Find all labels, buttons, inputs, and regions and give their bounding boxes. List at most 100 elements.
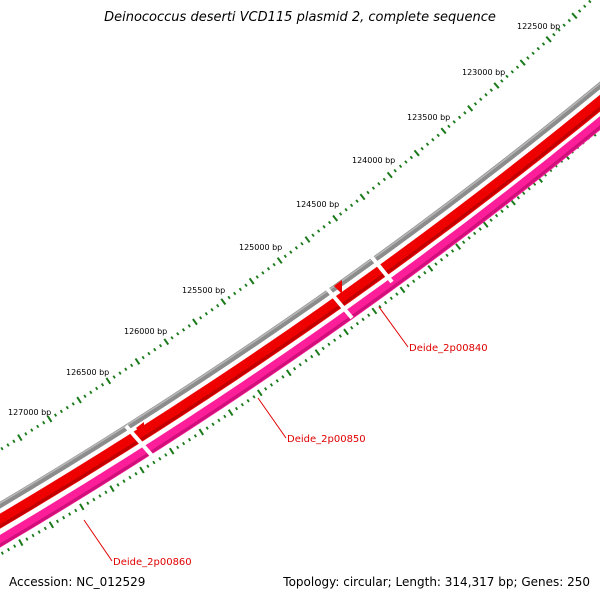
outer-scale-tick xyxy=(463,111,467,115)
outer-scale-tick xyxy=(398,164,403,169)
gene-arrow-tip-1 xyxy=(136,422,144,436)
inner-scale-tick xyxy=(310,354,314,359)
inner-scale-tick xyxy=(389,296,393,301)
inner-scale-tick xyxy=(395,292,399,296)
outer-scale-tick xyxy=(204,311,208,316)
inner-scale-tick xyxy=(343,328,349,336)
outer-scale-tick xyxy=(431,138,435,142)
inner-scale-tick xyxy=(31,533,35,538)
inner-scale-tick xyxy=(412,279,416,284)
outer-scale-tick xyxy=(583,4,587,9)
outer-scale-tick xyxy=(344,207,348,212)
inner-scale-tick xyxy=(445,253,449,258)
outer-scale-tick xyxy=(545,36,552,43)
gene-leader-1 xyxy=(378,306,409,348)
outer-scale-tick xyxy=(304,236,311,243)
inner-scale-tick xyxy=(158,456,162,461)
inner-scale-tick xyxy=(321,346,325,351)
outer-scale-tick xyxy=(130,363,134,368)
outer-scale-tick xyxy=(42,420,46,425)
inner-scale-tick xyxy=(223,414,227,419)
outer-scale-tick xyxy=(436,133,440,138)
inner-scale-tick xyxy=(264,387,268,391)
outer-scale-tick xyxy=(377,182,381,186)
gene-gap-1 xyxy=(124,424,156,460)
outer-scale-tick xyxy=(519,59,526,66)
outer-scale-tick xyxy=(289,250,293,254)
outer-scale-tick xyxy=(393,168,397,173)
inner-scale-tick xyxy=(494,213,499,218)
outer-scale-tick xyxy=(255,275,259,279)
inner-scale-tick xyxy=(462,240,466,244)
outer-scale-tick xyxy=(577,9,582,13)
inner-scale-tick xyxy=(246,398,250,403)
inner-scale-tick xyxy=(152,460,156,465)
outer-scale-tick xyxy=(294,246,299,250)
scale-label-127000: 127000 bp xyxy=(8,408,51,417)
inner-scale-tick xyxy=(406,283,410,288)
inner-scale-tick xyxy=(139,466,145,474)
forward-strand-shade xyxy=(0,125,600,547)
scale-label-125500: 125500 bp xyxy=(182,286,225,295)
inner-scale-tick xyxy=(355,321,360,326)
outer-scale-tick xyxy=(552,32,556,37)
outer-scale-tick xyxy=(266,267,271,271)
outer-scale-tick xyxy=(493,82,500,89)
outer-scale-tick xyxy=(147,351,151,356)
outer-scale-tick xyxy=(238,287,242,292)
outer-scale-tick xyxy=(531,51,535,56)
outer-scale-tick xyxy=(65,405,69,410)
inner-scale-tick xyxy=(338,334,342,338)
outer-scale-tick xyxy=(567,18,571,23)
outer-scale-tick xyxy=(473,102,478,106)
outer-scale-tick xyxy=(355,199,359,203)
outer-scale-tick xyxy=(6,443,10,447)
outer-scale-tick xyxy=(199,316,203,320)
outer-scale-tick xyxy=(588,0,592,4)
gene-label-deide-2p00850: Deide_2p00850 xyxy=(287,434,366,445)
scale-label-126500: 126500 bp xyxy=(66,368,109,377)
inner-scale-tick xyxy=(122,479,126,483)
outer-scale-tick xyxy=(500,79,504,83)
inner-scale-tick xyxy=(292,366,297,371)
inner-scale-tick xyxy=(234,406,239,411)
outer-scale-tick xyxy=(322,225,326,229)
inner-scale-tick xyxy=(43,526,47,531)
inner-scale-tick xyxy=(164,453,168,457)
outer-scale-tick xyxy=(95,386,99,391)
outer-scale-tick xyxy=(12,439,16,444)
accession-text: Accession: NC_012529 xyxy=(9,575,146,589)
outer-scale-tick xyxy=(327,220,332,225)
outer-scale-tick xyxy=(338,212,343,216)
map-title: Deinococcus deserti VCD115 plasmid 2, co… xyxy=(104,10,496,25)
inner-scale-tick xyxy=(146,464,150,468)
inner-scale-tick xyxy=(434,262,438,266)
outer-scale-tick xyxy=(571,12,578,20)
outer-scale-tick xyxy=(510,70,514,74)
inner-scale-tick xyxy=(500,209,504,213)
outer-scale-tick xyxy=(36,424,40,429)
outer-scale-tick xyxy=(83,394,87,399)
outer-scale-tick xyxy=(536,46,540,51)
outer-scale-tick xyxy=(170,336,174,340)
inner-scale-tick xyxy=(217,418,221,423)
inner-scale-tick xyxy=(450,249,455,253)
inner-scale-tick xyxy=(227,409,234,417)
gene-gap-3 xyxy=(364,248,394,284)
outer-scale-tick xyxy=(420,146,424,151)
inner-scale-tick xyxy=(116,483,120,487)
outer-scale-tick xyxy=(71,402,75,406)
inner-scale-tick xyxy=(92,497,96,502)
scale-labels: 122500 bp 123000 bp 123500 bp 124000 bp … xyxy=(8,22,560,417)
outer-scale-tick xyxy=(386,171,393,179)
outer-scale-tick xyxy=(24,432,28,436)
forward-strand-track xyxy=(0,116,600,548)
scale-label-124500: 124500 bp xyxy=(296,200,339,209)
outer-scale-tick xyxy=(300,241,304,246)
inner-scale-tick xyxy=(187,437,192,442)
inner-scale-tick xyxy=(48,521,55,529)
inner-scale-tick xyxy=(489,218,493,222)
inner-scale-tick xyxy=(467,236,471,240)
outer-scale-tick xyxy=(163,338,170,346)
inner-scale-tick xyxy=(168,447,175,455)
